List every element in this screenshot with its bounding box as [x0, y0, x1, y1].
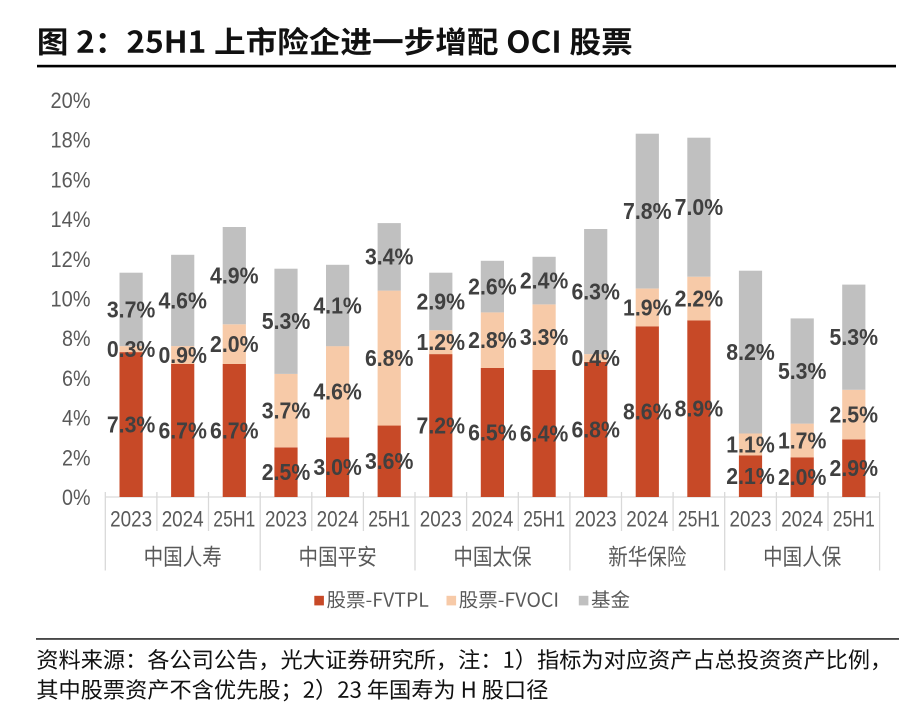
- svg-text:2023: 2023: [730, 506, 772, 531]
- svg-text:2023: 2023: [110, 506, 152, 531]
- svg-text:7.2%: 7.2%: [417, 412, 466, 438]
- svg-text:6.8%: 6.8%: [571, 416, 620, 442]
- svg-text:2023: 2023: [575, 506, 617, 531]
- svg-text:4.9%: 4.9%: [210, 263, 259, 289]
- svg-text:2024: 2024: [626, 506, 668, 531]
- svg-text:2.8%: 2.8%: [468, 327, 517, 353]
- svg-text:0.9%: 0.9%: [158, 342, 207, 368]
- svg-text:4.6%: 4.6%: [158, 287, 207, 313]
- svg-text:25H1: 25H1: [678, 506, 720, 531]
- svg-text:6.8%: 6.8%: [365, 345, 414, 371]
- svg-text:7.8%: 7.8%: [623, 198, 672, 224]
- svg-text:6.4%: 6.4%: [520, 420, 569, 446]
- svg-text:4.6%: 4.6%: [313, 379, 362, 405]
- svg-text:2024: 2024: [162, 506, 204, 531]
- svg-text:20%: 20%: [51, 88, 91, 113]
- svg-text:6.7%: 6.7%: [210, 417, 259, 443]
- svg-text:3.7%: 3.7%: [262, 398, 311, 424]
- svg-text:4%: 4%: [62, 406, 91, 431]
- svg-text:2.9%: 2.9%: [830, 455, 879, 481]
- svg-text:25H1: 25H1: [368, 506, 410, 531]
- svg-text:2.5%: 2.5%: [830, 402, 879, 428]
- svg-text:6%: 6%: [62, 366, 91, 391]
- svg-text:2024: 2024: [471, 506, 513, 531]
- svg-text:7.3%: 7.3%: [107, 411, 156, 437]
- svg-text:5.3%: 5.3%: [262, 308, 311, 334]
- svg-text:3.7%: 3.7%: [107, 296, 156, 322]
- svg-text:5.3%: 5.3%: [778, 358, 827, 384]
- svg-text:16%: 16%: [51, 167, 91, 192]
- svg-text:8.6%: 8.6%: [623, 399, 672, 425]
- svg-text:2023: 2023: [265, 506, 307, 531]
- svg-text:1.9%: 1.9%: [623, 294, 672, 320]
- svg-text:2.0%: 2.0%: [778, 464, 827, 490]
- svg-text:12%: 12%: [51, 247, 91, 272]
- svg-text:4.1%: 4.1%: [313, 292, 362, 318]
- svg-text:10%: 10%: [51, 287, 91, 312]
- svg-text:8.2%: 8.2%: [726, 339, 775, 365]
- svg-text:3.4%: 3.4%: [365, 244, 414, 270]
- svg-text:0.4%: 0.4%: [571, 345, 620, 371]
- svg-text:1.1%: 1.1%: [726, 431, 775, 457]
- svg-text:25H1: 25H1: [833, 506, 875, 531]
- svg-text:8%: 8%: [62, 326, 91, 351]
- svg-text:25H1: 25H1: [523, 506, 565, 531]
- svg-text:0.3%: 0.3%: [107, 336, 156, 362]
- svg-text:18%: 18%: [51, 128, 91, 153]
- svg-text:3.0%: 3.0%: [313, 454, 362, 480]
- svg-text:3.6%: 3.6%: [365, 448, 414, 474]
- svg-text:6.7%: 6.7%: [158, 417, 207, 443]
- svg-text:2.6%: 2.6%: [468, 274, 517, 300]
- svg-text:2.5%: 2.5%: [262, 459, 311, 485]
- svg-text:2%: 2%: [62, 445, 91, 470]
- svg-text:0%: 0%: [62, 485, 91, 510]
- svg-text:8.9%: 8.9%: [675, 396, 724, 422]
- svg-text:25H1: 25H1: [213, 506, 255, 531]
- svg-text:2023: 2023: [420, 506, 462, 531]
- svg-text:3.3%: 3.3%: [520, 324, 569, 350]
- svg-text:2024: 2024: [781, 506, 823, 531]
- svg-text:2.9%: 2.9%: [417, 288, 466, 314]
- svg-text:2.0%: 2.0%: [210, 331, 259, 357]
- svg-text:2.4%: 2.4%: [520, 268, 569, 294]
- svg-text:2.1%: 2.1%: [726, 463, 775, 489]
- svg-text:2024: 2024: [317, 506, 359, 531]
- svg-text:14%: 14%: [51, 207, 91, 232]
- svg-text:7.0%: 7.0%: [675, 194, 724, 220]
- svg-text:1.7%: 1.7%: [778, 427, 827, 453]
- svg-text:6.5%: 6.5%: [468, 419, 517, 445]
- svg-text:6.3%: 6.3%: [571, 279, 620, 305]
- svg-text:1.2%: 1.2%: [417, 329, 466, 355]
- svg-text:2.2%: 2.2%: [675, 285, 724, 311]
- svg-text:5.3%: 5.3%: [830, 324, 879, 350]
